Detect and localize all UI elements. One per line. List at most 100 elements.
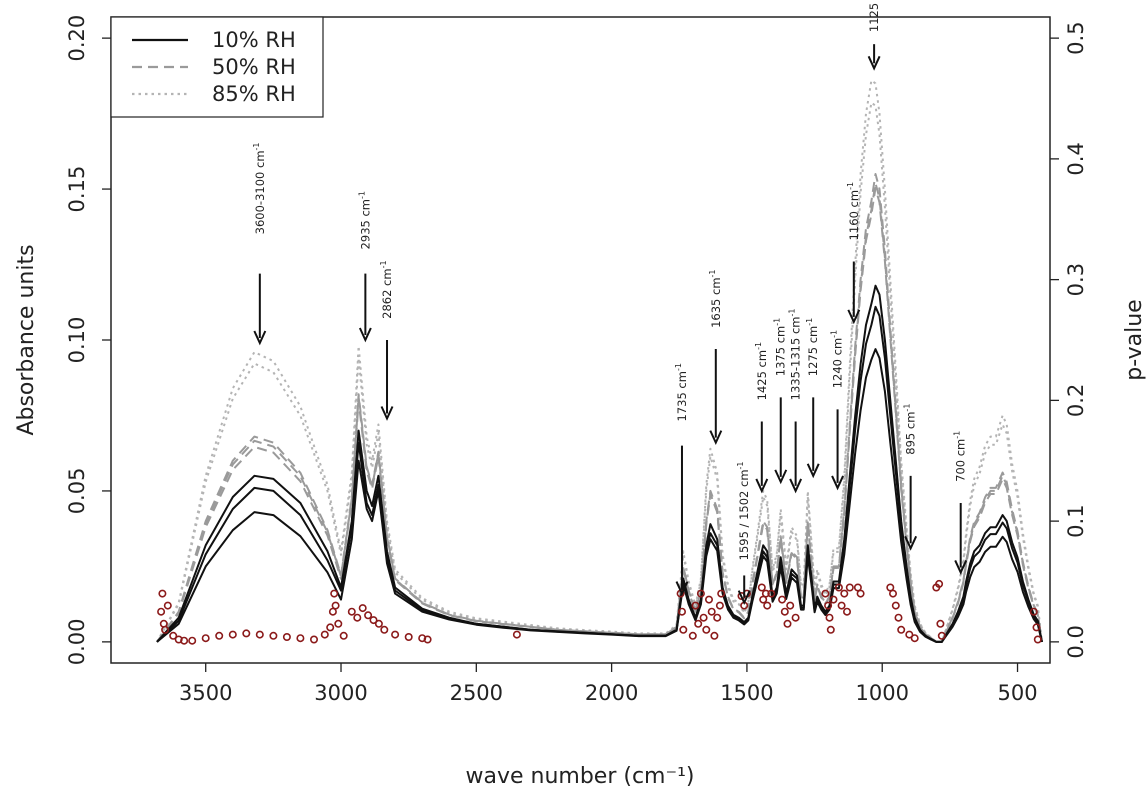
p-value-point <box>269 631 278 640</box>
p-value-point <box>404 632 413 641</box>
p-value-point <box>696 589 705 598</box>
p-value-point <box>330 589 339 598</box>
annotation-arrow-head <box>831 475 844 491</box>
p-value-point <box>188 636 197 645</box>
annotation-label: 1375 cm-1 <box>773 318 788 376</box>
p-value-point <box>158 589 167 598</box>
p-value-point <box>840 589 849 598</box>
annotation-arrow-head <box>253 330 267 346</box>
series-line-50rh-1 <box>156 173 1043 643</box>
annotation-label: 1240 cm-1 <box>830 330 845 388</box>
annotation-label-sup: -1 <box>357 191 366 199</box>
p-value-point <box>936 619 945 628</box>
p-value-point <box>905 630 914 639</box>
y2-tick-label: 0.5 <box>1064 21 1088 54</box>
p-value-point <box>757 583 766 592</box>
annotation-arrow-head <box>737 590 751 606</box>
p-value-point <box>326 623 335 632</box>
annotation-label-text: 895 cm <box>904 412 918 455</box>
p-value-point <box>791 613 800 622</box>
p-value-point <box>296 634 305 643</box>
p-value-point <box>512 630 521 639</box>
p-value-point <box>702 625 711 634</box>
p-value-point <box>215 631 224 640</box>
p-value-point <box>786 601 795 610</box>
annotation-label-text: 2862 cm <box>380 268 394 318</box>
annotation-label-sup: -1 <box>788 309 797 317</box>
annotation-arrow-head <box>954 560 968 575</box>
p-value-point <box>937 631 946 640</box>
annotation-label: 895 cm-1 <box>903 404 918 455</box>
y2-tick-label: 0.4 <box>1064 142 1088 175</box>
y-axis-title: Absorbance units <box>14 244 39 435</box>
annotation-arrow-head <box>867 55 881 71</box>
p-value-point <box>842 607 851 616</box>
p-value-point <box>334 619 343 628</box>
p-value-point <box>767 589 776 598</box>
p-value-point <box>699 613 708 622</box>
p-value-point <box>704 595 713 604</box>
annotation-label-text: 1595 / 1502 cm <box>737 469 751 560</box>
annotation-label-sup: -1 <box>379 260 388 268</box>
series-line-85rh-2 <box>156 101 1043 643</box>
p-value-point <box>845 583 854 592</box>
p-value-point <box>331 601 340 610</box>
p-value-point <box>1032 623 1041 632</box>
legend-label: 10% RH <box>212 28 296 52</box>
p-value-point <box>309 635 318 644</box>
p-value-point <box>1029 607 1038 616</box>
annotation-label-sup: -1 <box>773 318 782 326</box>
p-value-point <box>897 625 906 634</box>
annotation-label-text: 1375 cm <box>774 326 788 376</box>
p-value-point <box>242 629 251 638</box>
p-value-point <box>353 613 362 622</box>
p-value-point <box>829 595 838 604</box>
annotation-label: 2862 cm-1 <box>379 260 394 318</box>
p-value-point <box>157 607 166 616</box>
annotation-label-text: 1240 cm <box>831 338 845 388</box>
p-value-point <box>713 613 722 622</box>
annotation-arrow-head <box>380 406 394 421</box>
y-axis-right: 0.0 0.1 0.2 0.3 0.4 0.5 <box>1050 21 1088 659</box>
annotation-arrow-head <box>789 478 803 494</box>
x-tick-label: 1500 <box>720 681 773 705</box>
p-value-point <box>691 601 700 610</box>
annotation-arrow-head <box>806 463 820 479</box>
y-tick-label: 0.05 <box>65 468 89 515</box>
y2-axis-title: p-value <box>1122 299 1147 380</box>
annotation-label-text: 1335-1315 cm <box>789 316 803 400</box>
y2-tick-label: 0.3 <box>1064 263 1088 296</box>
p-value-point <box>161 625 170 634</box>
p-value-point <box>763 601 772 610</box>
annotation-label-text: 1635 cm <box>709 277 723 327</box>
annotation-label: 1735 cm-1 <box>674 363 689 421</box>
p-value-point <box>894 613 903 622</box>
annotation-label-sup: -1 <box>830 330 839 338</box>
p-value-point <box>1033 635 1042 644</box>
plot-marks <box>156 79 1043 643</box>
p-value-point <box>826 625 835 634</box>
p-value-point <box>717 589 726 598</box>
annotation-arrow-head <box>709 430 723 446</box>
p-value-point <box>910 634 919 643</box>
annotation-label-sup: -1 <box>674 363 683 371</box>
annotation-arrow-head <box>847 309 861 325</box>
p-value-point <box>837 601 846 610</box>
annotation-label-sup: -1 <box>846 182 855 190</box>
x-axis-title: wave number (cm⁻¹) <box>465 764 694 789</box>
p-value-point <box>369 616 378 625</box>
p-value-point <box>163 601 172 610</box>
p-value-point <box>380 625 389 634</box>
legend-label: 85% RH <box>212 82 296 106</box>
annotation-label: 1635 cm-1 <box>708 269 723 327</box>
x-tick-label: 3500 <box>179 681 232 705</box>
annotation-label-sup: -1 <box>736 461 745 469</box>
p-value-point <box>282 632 291 641</box>
x-tick-label: 500 <box>997 681 1037 705</box>
y-tick-label: 0.10 <box>65 317 89 364</box>
p-value-point <box>834 583 843 592</box>
annotation-arrow-head <box>755 478 769 494</box>
x-tick-label: 3000 <box>314 681 367 705</box>
annotation-label: 1125 cm-1 <box>866 0 881 32</box>
